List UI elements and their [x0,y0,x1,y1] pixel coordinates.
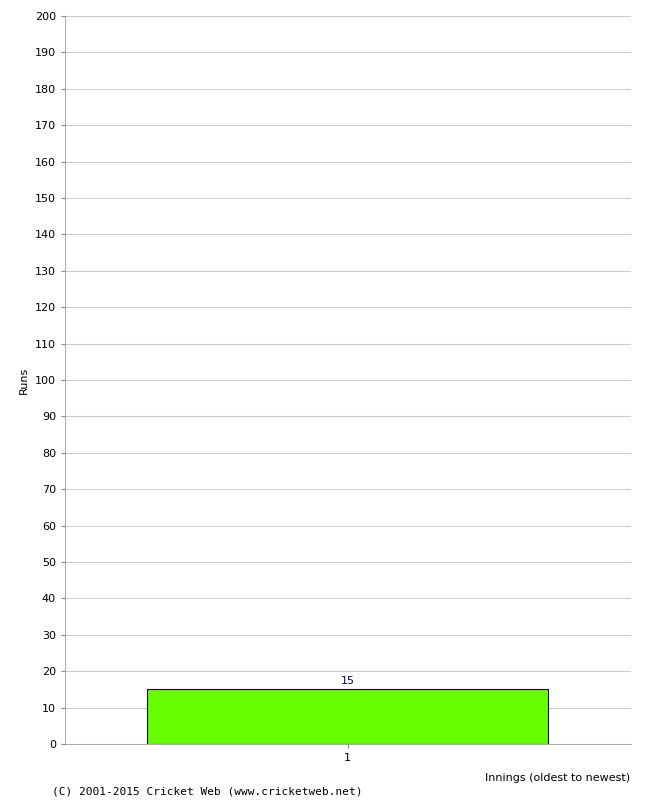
Text: (C) 2001-2015 Cricket Web (www.cricketweb.net): (C) 2001-2015 Cricket Web (www.cricketwe… [52,786,363,796]
Bar [148,690,548,744]
Text: Innings (oldest to newest): Innings (oldest to newest) [486,773,630,783]
Y-axis label: Runs: Runs [20,366,29,394]
Text: 15: 15 [341,676,355,686]
